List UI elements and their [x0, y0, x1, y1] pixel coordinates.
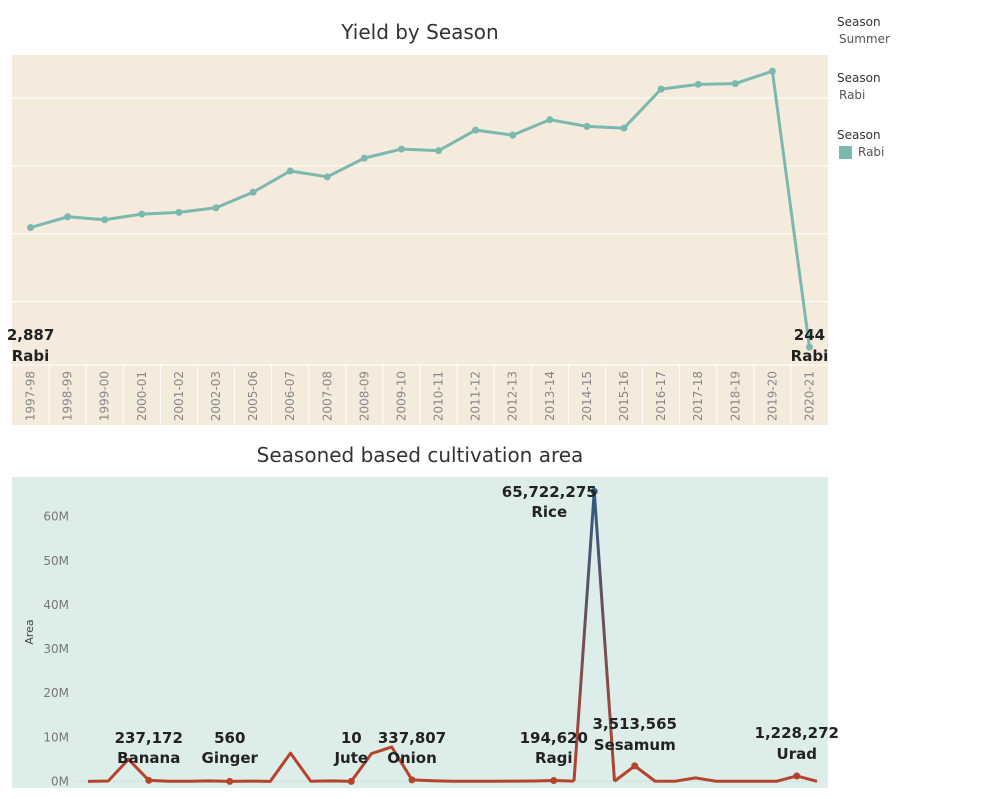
data-point [631, 762, 639, 770]
data-point [226, 777, 234, 785]
data-point [360, 154, 368, 162]
data-label-value: 244 [794, 326, 825, 344]
data-point [286, 167, 294, 175]
data-label-value: 237,172 [115, 729, 183, 747]
data-point [657, 85, 665, 93]
data-point [620, 124, 628, 132]
x-tick-label: 2007-08 [320, 371, 334, 421]
data-label-crop: Rice [531, 503, 567, 521]
data-label-crop: Jute [333, 749, 368, 767]
data-label-value: 1,228,272 [755, 724, 839, 742]
x-tick-label: 1999-00 [98, 371, 112, 421]
data-label-value: 2,887 [7, 326, 54, 344]
data-point [145, 776, 153, 784]
y-tick-label: 40M [43, 598, 69, 612]
legend-header: Season [837, 15, 881, 29]
data-point [64, 213, 72, 221]
data-point [138, 210, 146, 218]
legend-header: Season [837, 71, 881, 85]
x-tick-label: 2016-17 [654, 371, 668, 421]
data-label-value: 3,513,565 [593, 715, 677, 733]
x-tick-label: 2017-18 [691, 371, 705, 421]
data-point [101, 216, 109, 224]
data-point [408, 776, 416, 784]
x-tick-label: 2000-01 [135, 371, 149, 421]
x-tick-label: 2019-20 [765, 371, 779, 421]
legend-header: Season [837, 128, 881, 142]
data-point [323, 173, 331, 181]
y-tick-label: 50M [43, 554, 69, 568]
x-tick-label: 1998-99 [61, 371, 75, 421]
series-line-rabi [30, 69, 811, 348]
x-tick-label: 2012-13 [506, 371, 520, 421]
y-axis-title: Area [23, 619, 36, 644]
data-point [347, 777, 355, 785]
data-point [27, 224, 35, 232]
y-tick-label: 0M [51, 774, 69, 788]
x-tick-label: 2013-14 [543, 371, 557, 421]
legend-value: Rabi [858, 145, 885, 159]
data-label-season: Rabi [12, 347, 50, 365]
data-point [550, 777, 558, 785]
x-tick-label: 2005-06 [246, 371, 260, 421]
legend-value: Summer [839, 32, 890, 46]
chart-title-area: Seasoned based cultivation area [256, 443, 584, 467]
legend-season-rabi-color[interactable]: Season Rabi [837, 128, 884, 159]
data-label-crop: Urad [777, 745, 817, 763]
data-label-value: 10 [341, 729, 362, 747]
data-label-season: Rabi [791, 347, 829, 365]
y-tick-label: 60M [43, 510, 69, 524]
series-line-after-peak [613, 764, 818, 783]
data-point [472, 126, 480, 134]
data-point [590, 487, 598, 495]
data-point [509, 131, 517, 139]
data-label-crop: Ragi [535, 749, 573, 767]
y-tick-label: 20M [43, 686, 69, 700]
x-tick-label: 2015-16 [617, 371, 631, 421]
legend-season-summer[interactable]: Season Summer [837, 15, 890, 46]
x-tick-label: 2006-07 [283, 371, 297, 421]
plot-background [12, 55, 828, 425]
data-point [175, 208, 183, 216]
data-point [546, 116, 554, 124]
x-tick-label: 2011-12 [469, 371, 483, 421]
legend-swatch [839, 145, 852, 159]
data-label-value: 65,722,275 [502, 483, 597, 501]
yield-line-chart: 1997-98 1998-99 1999-00 2000-01 2001-02 2002-… [7, 55, 829, 425]
x-tick-label: 2009-10 [394, 371, 408, 421]
data-point [212, 204, 220, 212]
data-label-crop: Sesamum [594, 736, 676, 754]
data-label-value: 194,620 [520, 729, 588, 747]
legend-value: Rabi [839, 88, 866, 102]
data-label-crop: Banana [117, 749, 180, 767]
x-tick-label: 2008-09 [357, 371, 371, 421]
data-label-value: 337,807 [378, 729, 446, 747]
chart-title-yield: Yield by Season [341, 20, 499, 44]
y-tick-label: 10M [43, 730, 69, 744]
data-point [694, 80, 702, 88]
x-tick-label: 2018-19 [728, 371, 742, 421]
series-line-before-peak [87, 745, 575, 783]
data-point [768, 67, 776, 75]
x-tick-label: 2001-02 [172, 371, 186, 421]
x-tick-label: 2020-21 [802, 371, 816, 421]
data-label-value: 560 [214, 729, 245, 747]
data-point [731, 80, 739, 88]
data-label-crop: Onion [387, 749, 437, 767]
x-tick-label: 2010-11 [432, 371, 446, 421]
data-point [249, 188, 257, 196]
data-point [397, 145, 405, 153]
data-point [435, 147, 443, 155]
data-label-crop: Ginger [202, 749, 259, 767]
data-point [793, 772, 801, 780]
x-tick-label: 1997-98 [24, 371, 38, 421]
data-point [583, 122, 591, 130]
plot-background [12, 477, 828, 788]
y-tick-label: 30M [43, 642, 69, 656]
data-point [805, 343, 813, 351]
x-tick-label: 2002-03 [209, 371, 223, 421]
x-tick-label: 2014-15 [580, 371, 594, 421]
legend-season-rabi[interactable]: Season Rabi [837, 71, 881, 102]
